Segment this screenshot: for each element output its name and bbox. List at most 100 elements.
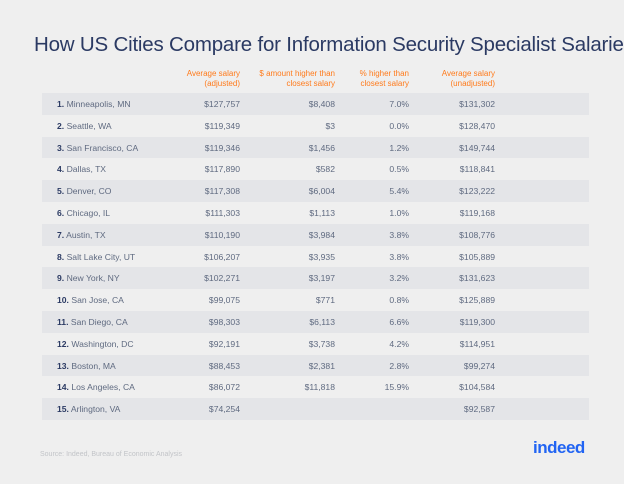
- source-note: Source: Indeed, Bureau of Economic Analy…: [40, 451, 183, 458]
- diff-cell: $11,818: [304, 382, 335, 393]
- diff-cell: $8,408: [308, 99, 335, 109]
- diff-cell: $771: [315, 295, 335, 306]
- table-row: 14. Los Angeles, CA $86,072 $11,818 15.9% $1…: [42, 376, 589, 398]
- rank-label: 4.: [57, 164, 65, 175]
- unadjusted-cell: $99,274: [463, 360, 495, 371]
- rank-label: 12.: [57, 338, 69, 349]
- unadjusted-cell: $119,168: [459, 207, 495, 218]
- diff-cell: $3,197: [308, 273, 335, 284]
- unadjusted-cell: $119,300: [459, 316, 495, 327]
- table-row: 12. Washington, DC $92,191 $3,738 4.2% $114,…: [42, 333, 589, 355]
- city-name: San Francisco, CA: [66, 142, 139, 153]
- rank-label: 7.: [57, 229, 65, 240]
- column-header-line: closest salary: [360, 79, 409, 88]
- adjusted-cell: $111,303: [205, 207, 240, 218]
- diff-cell: $3,984: [308, 229, 335, 240]
- city-name: New York, NY: [66, 273, 120, 284]
- pct-cell: 15.9%: [384, 382, 409, 393]
- adjusted-cell: $127,757: [204, 99, 240, 109]
- rank-label: 13.: [57, 360, 69, 371]
- indeed-logo: indeed: [533, 438, 585, 457]
- pct-cell: 6.6%: [389, 316, 409, 327]
- city-name: San Diego, CA: [70, 316, 128, 327]
- diff-cell: $3: [325, 120, 335, 131]
- salary-table: 1. Minneapolis, MN $127,757 $8,408 7.0% $131…: [42, 93, 589, 420]
- table-row: 11. San Diego, CA $98,303 $6,113 6.6% $119,3…: [42, 310, 589, 333]
- unadjusted-cell: $105,889: [459, 251, 495, 262]
- diff-cell: $2,381: [308, 360, 335, 371]
- adjusted-cell: $119,349: [204, 120, 240, 131]
- city-cell: 3. San Francisco, CA: [57, 143, 138, 153]
- column-header-line: closest salary: [286, 79, 335, 88]
- table-row: 8. Salt Lake City, UT $106,207 $3,935 3.8% $…: [42, 246, 589, 268]
- rank-label: 1.: [57, 99, 65, 109]
- city-name: Chicago, IL: [66, 207, 111, 218]
- pct-cell: 0.5%: [389, 164, 409, 175]
- city-cell: 11. San Diego, CA: [57, 317, 128, 327]
- adjusted-cell: $86,072: [208, 382, 240, 393]
- city-cell: 5. Denver, CO: [57, 186, 111, 196]
- rank-label: 11.: [57, 316, 69, 327]
- table-row: 1. Minneapolis, MN $127,757 $8,408 7.0% $131…: [42, 93, 589, 115]
- adjusted-cell: $88,453: [208, 360, 240, 371]
- city-name: Dallas, TX: [66, 164, 107, 175]
- adjusted-cell: $117,308: [204, 186, 240, 197]
- city-cell: 13. Boston, MA: [57, 361, 116, 371]
- city-name: Los Angeles, CA: [71, 382, 135, 393]
- diff-cell: $1,113: [309, 207, 335, 218]
- unadjusted-cell: $114,951: [459, 338, 495, 349]
- city-cell: 15. Arlington, VA: [57, 404, 120, 414]
- column-header-line: % higher than: [359, 69, 409, 78]
- unadjusted-cell: $118,841: [459, 164, 495, 175]
- adjusted-cell: $102,271: [204, 273, 240, 284]
- rank-label: 10.: [57, 295, 69, 306]
- city-name: Boston, MA: [71, 360, 116, 371]
- column-header-line: (unadjusted): [450, 79, 495, 88]
- rank-label: 15.: [57, 404, 69, 415]
- column-header-line: Average salary: [186, 69, 240, 78]
- diff-cell: $3,935: [308, 251, 335, 262]
- city-name: Denver, CO: [66, 186, 112, 197]
- table-row: 4. Dallas, TX $117,890 $582 0.5% $118,841: [42, 158, 589, 180]
- column-header-1: Average salary (adjusted): [187, 69, 240, 89]
- diff-cell: $1,456: [308, 142, 335, 153]
- column-header-2: $ amount higher than closest salary: [259, 69, 335, 89]
- pct-cell: 3.8%: [389, 251, 409, 262]
- unadjusted-cell: $108,776: [459, 229, 495, 240]
- city-name: Austin, TX: [66, 229, 106, 240]
- city-name: Minneapolis, MN: [66, 99, 131, 109]
- unadjusted-cell: $125,889: [459, 295, 495, 306]
- diff-cell: $582: [315, 164, 335, 175]
- pct-cell: 5.4%: [389, 186, 409, 197]
- column-header-line: $ amount higher than: [259, 69, 335, 78]
- column-header-line: Average salary: [441, 69, 495, 78]
- unadjusted-cell: $92,587: [463, 404, 495, 415]
- city-cell: 10. San Jose, CA: [57, 295, 124, 305]
- city-cell: 12. Washington, DC: [57, 339, 134, 349]
- city-cell: 2. Seattle, WA: [57, 121, 112, 131]
- adjusted-cell: $92,191: [208, 338, 240, 349]
- city-name: Seattle, WA: [66, 120, 112, 131]
- city-name: Arlington, VA: [70, 404, 121, 415]
- city-name: Washington, DC: [71, 338, 134, 349]
- pct-cell: 0.8%: [389, 295, 409, 306]
- adjusted-cell: $99,075: [208, 295, 240, 306]
- rank-label: 14.: [57, 382, 69, 393]
- rank-label: 2.: [57, 120, 65, 131]
- unadjusted-cell: $131,623: [459, 273, 495, 284]
- table-row: 5. Denver, CO $117,308 $6,004 5.4% $123,222: [42, 180, 589, 202]
- pct-cell: 0.0%: [389, 120, 409, 131]
- rank-label: 5.: [57, 186, 65, 197]
- adjusted-cell: $117,890: [204, 164, 240, 175]
- pct-cell: 1.2%: [389, 142, 409, 153]
- city-cell: 14. Los Angeles, CA: [57, 382, 135, 392]
- adjusted-cell: $74,254: [208, 404, 240, 415]
- pct-cell: 7.0%: [389, 99, 409, 109]
- rank-label: 6.: [57, 207, 65, 218]
- unadjusted-cell: $149,744: [459, 142, 495, 153]
- adjusted-cell: $110,190: [204, 229, 240, 240]
- city-name: San Jose, CA: [71, 295, 124, 306]
- diff-cell: $6,113: [309, 316, 335, 327]
- city-cell: 4. Dallas, TX: [57, 164, 106, 174]
- pct-cell: 4.2%: [389, 338, 409, 349]
